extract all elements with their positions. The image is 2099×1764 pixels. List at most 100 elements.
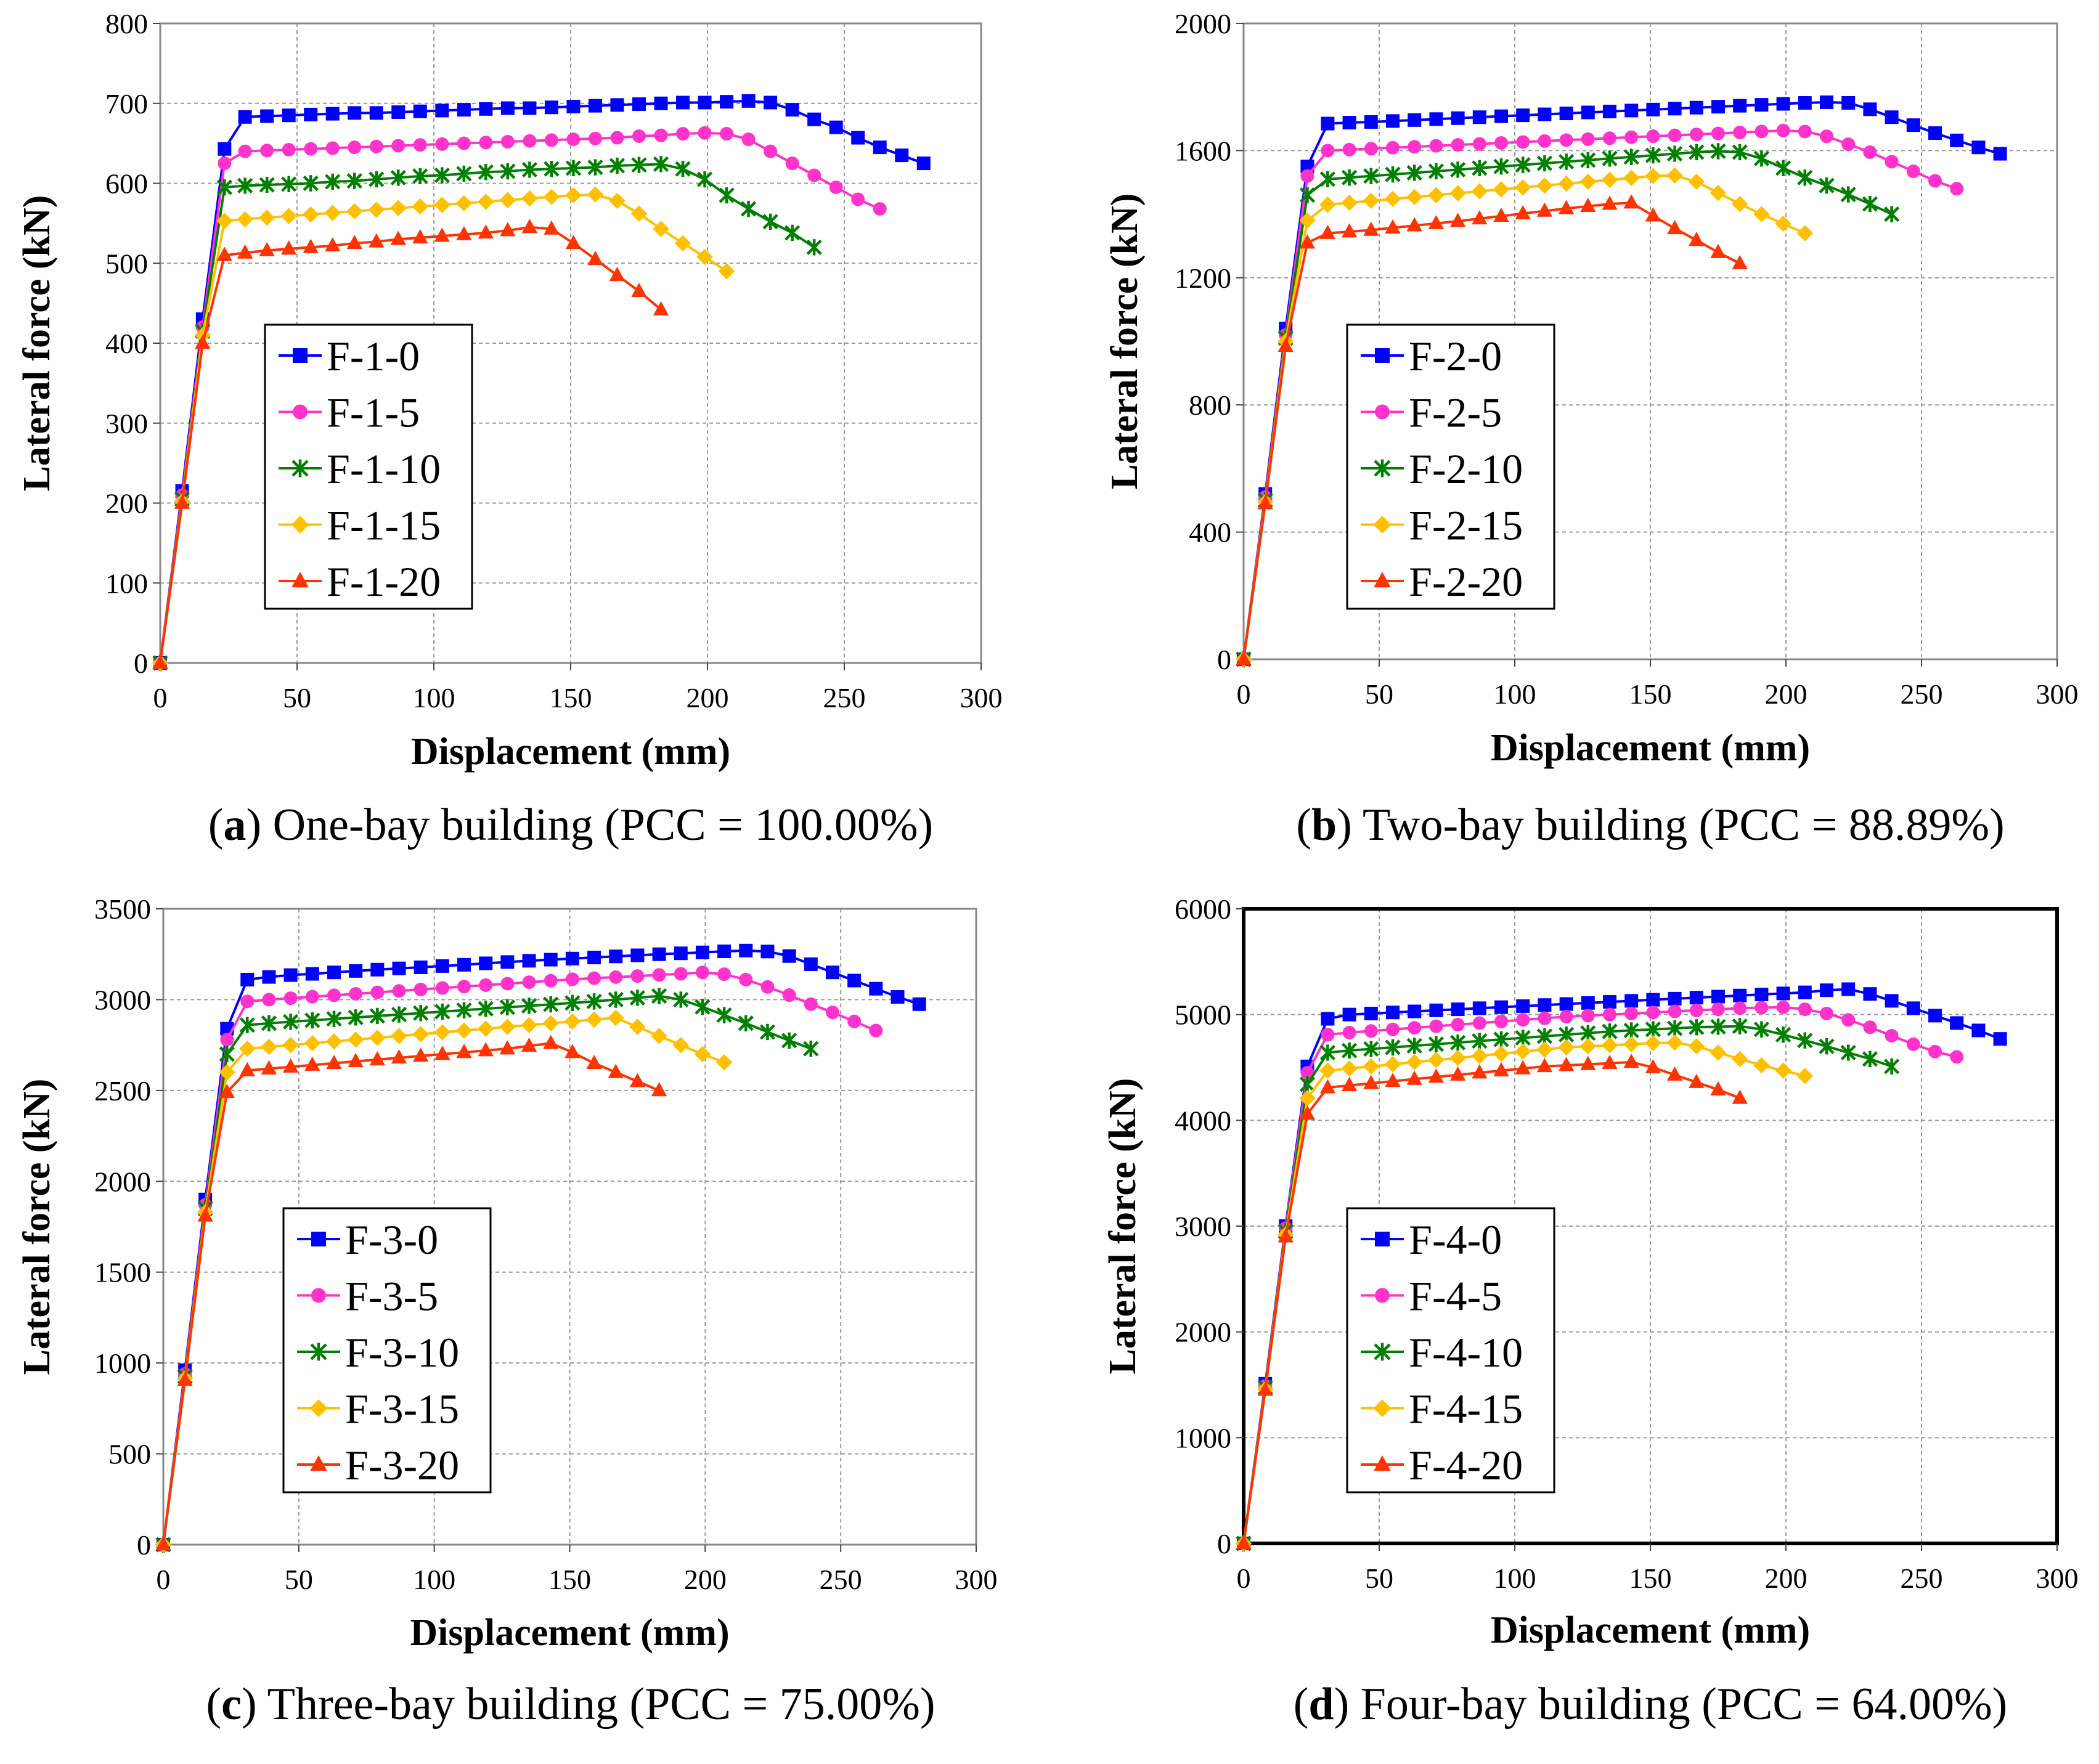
data-point — [629, 1073, 646, 1087]
data-point — [1385, 1039, 1401, 1056]
data-point — [1624, 104, 1639, 118]
data-point — [847, 973, 862, 988]
data-point — [1515, 205, 1531, 219]
data-point — [1364, 142, 1378, 156]
y-tick-label: 0 — [134, 648, 148, 679]
series-line — [159, 131, 881, 664]
data-point — [390, 169, 406, 186]
x-axis-label: Displacement (mm) — [411, 731, 730, 773]
data-point — [608, 991, 624, 1008]
data-point — [1688, 173, 1705, 190]
data-point — [1689, 100, 1703, 115]
data-point — [869, 982, 883, 996]
data-point — [1884, 1058, 1900, 1075]
data-point — [1710, 184, 1727, 201]
legend-item: F-3-10 — [297, 1329, 459, 1376]
legend-item: F-1-10 — [279, 445, 441, 492]
data-point — [348, 140, 362, 155]
data-point — [521, 1037, 537, 1052]
data-point — [629, 1018, 646, 1035]
data-point — [1646, 993, 1660, 1007]
data-point — [346, 235, 362, 250]
data-point — [1841, 96, 1856, 110]
data-point — [455, 1022, 473, 1039]
data-point — [1579, 173, 1596, 190]
legend-item: F-4-10 — [1361, 1329, 1523, 1376]
data-point — [1515, 1060, 1531, 1075]
data-point — [1385, 166, 1401, 183]
data-point — [435, 137, 449, 151]
data-point — [565, 972, 579, 986]
data-point — [499, 999, 515, 1016]
y-tick-label: 2000 — [1175, 1317, 1231, 1348]
legend-item: F-3-0 — [297, 1216, 438, 1263]
legend-marker — [309, 1399, 328, 1417]
data-point — [1385, 219, 1401, 234]
data-point — [370, 962, 385, 977]
data-point — [260, 144, 274, 158]
series-line — [162, 949, 920, 1545]
data-point — [741, 94, 756, 108]
data-point — [696, 171, 713, 188]
data-point — [1384, 1056, 1401, 1073]
data-point — [1796, 1068, 1813, 1084]
data-point — [1494, 1000, 1508, 1014]
data-point — [348, 106, 362, 120]
data-point — [1689, 1073, 1705, 1088]
data-point — [1363, 192, 1379, 209]
data-point — [1667, 145, 1683, 162]
panel-d: 0 50 100 150 200 250 3000100020003000400050006… — [1102, 893, 2079, 1729]
x-tick-label: 250 — [1901, 678, 1943, 710]
data-point — [1429, 1019, 1443, 1033]
data-point — [1797, 169, 1813, 186]
data-point — [325, 141, 340, 155]
data-point — [1472, 1033, 1488, 1049]
data-point — [500, 135, 515, 149]
data-point — [523, 134, 537, 148]
data-point — [631, 156, 647, 173]
legend-item: F-2-0 — [1361, 333, 1502, 380]
data-point — [1732, 1018, 1748, 1034]
data-point — [1558, 1039, 1575, 1056]
panel-caption: (a) One-bay building (PCC = 100.00%) — [208, 800, 933, 850]
caption-close: ) — [1337, 800, 1363, 850]
data-point — [912, 997, 926, 1011]
data-point — [1386, 140, 1400, 155]
legend-item: F-4-20 — [1361, 1442, 1523, 1489]
y-tick-label: 3000 — [1175, 1211, 1231, 1242]
data-point — [1753, 1021, 1769, 1038]
data-point — [521, 219, 538, 234]
data-point — [1971, 1023, 1986, 1038]
legend: F-3-0 F-3-5 F-3-10 F-3-15 F-3-20 — [282, 1207, 492, 1494]
data-point — [1863, 102, 1877, 116]
data-point — [457, 136, 471, 150]
data-point — [1711, 1002, 1725, 1017]
data-point — [325, 173, 341, 190]
y-tick-label: 2000 — [94, 1166, 151, 1197]
data-point — [1820, 1006, 1833, 1020]
caption-text: Four-bay building (PCC = 64.00%) — [1361, 1679, 2008, 1729]
x-tick-label: 300 — [2036, 678, 2079, 710]
data-point — [1776, 123, 1790, 137]
legend-marker — [1375, 348, 1390, 363]
data-point — [1601, 1037, 1618, 1054]
data-point — [1624, 130, 1639, 144]
data-point — [349, 986, 363, 1001]
data-point — [414, 982, 428, 996]
data-point — [851, 131, 865, 145]
x-tick-label: 250 — [823, 682, 866, 713]
x-tick-label: 150 — [548, 1564, 591, 1595]
data-point — [218, 156, 232, 171]
data-point — [1623, 169, 1640, 186]
data-point — [1429, 1003, 1443, 1017]
data-point — [760, 980, 775, 994]
data-point — [1602, 1054, 1618, 1069]
data-point — [435, 959, 449, 973]
data-point — [197, 1207, 213, 1222]
data-point — [1993, 147, 2007, 161]
data-point — [565, 187, 582, 204]
data-point — [216, 179, 232, 196]
y-axis-label: Lateral force (kN) — [16, 1079, 58, 1375]
panel-b: 0 50 100 150 200 250 300 0 400 800 1200 1600 2000 Dis… — [1104, 8, 2079, 850]
data-point — [1733, 125, 1747, 139]
